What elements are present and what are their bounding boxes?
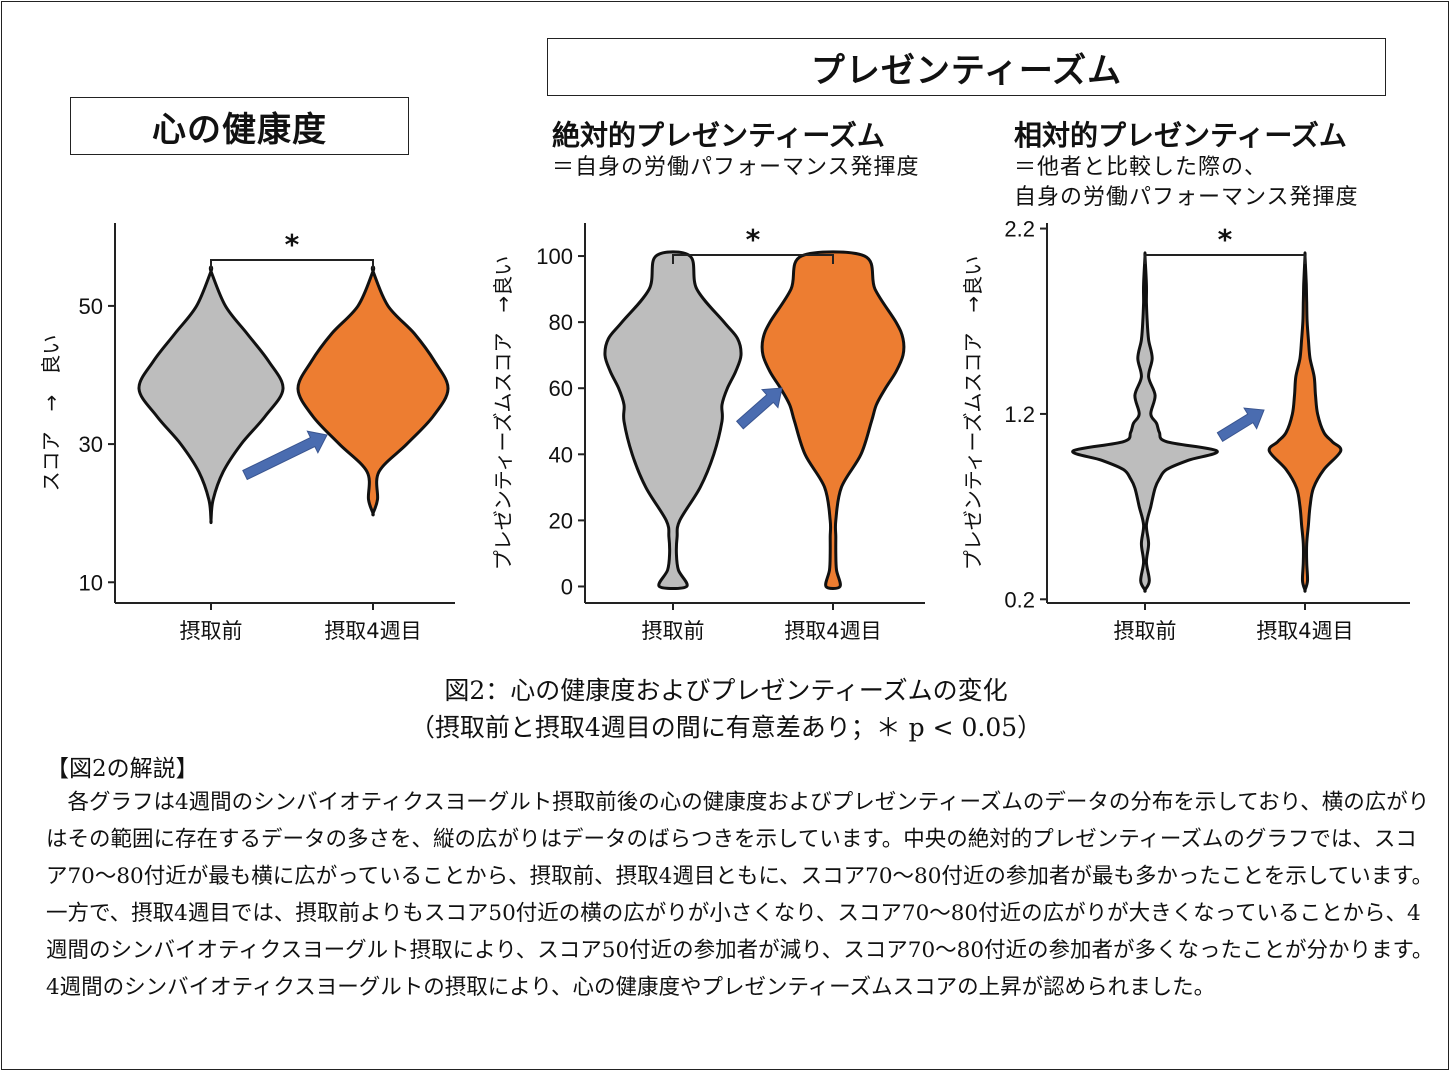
significance-bracket bbox=[210, 259, 374, 269]
violin-after bbox=[296, 265, 450, 517]
increase-arrow-icon bbox=[735, 387, 783, 430]
y-tick-label: 50 bbox=[79, 294, 103, 319]
y-tick-label: 100 bbox=[536, 244, 573, 269]
mental-health-header: 心の健康度 bbox=[70, 97, 409, 155]
y-tick-label: 1.2 bbox=[1004, 402, 1035, 427]
y-tick-label: 10 bbox=[79, 570, 103, 595]
figure-caption-title: 図2：心の健康度およびプレゼンティーズムの変化 bbox=[444, 676, 1008, 705]
explanation-body: 各グラフは4週間のシンバイオティクスヨーグルト摂取前後の心の健康度およびプレゼン… bbox=[46, 790, 1434, 1000]
absolute-presenteeism-title: 絶対的プレゼンティーズム bbox=[552, 119, 885, 152]
violin-before bbox=[137, 265, 285, 525]
arrow-shape bbox=[735, 387, 783, 430]
violin-after bbox=[1267, 251, 1343, 593]
y-tick-label: 2.2 bbox=[1004, 217, 1035, 242]
x-tick-label: 摂取4週目 bbox=[324, 619, 421, 643]
relative-presenteeism-description-2: 自身の労働パフォーマンス発揮度 bbox=[1014, 185, 1359, 210]
arrow-shape bbox=[242, 430, 328, 481]
y-tick-label: 0 bbox=[561, 574, 573, 599]
y-axis-label: スコア → 良い bbox=[39, 335, 63, 492]
significance-bracket bbox=[672, 254, 834, 264]
x-tick-label: 摂取前 bbox=[642, 619, 705, 643]
explanation-heading: 【図2の解説】 bbox=[46, 756, 199, 782]
y-tick-label: 20 bbox=[549, 508, 573, 533]
x-tick-label: 摂取前 bbox=[1114, 619, 1177, 643]
presenteeism-header: プレゼンティーズム bbox=[547, 38, 1386, 96]
figure-caption-significance: （摂取前と摂取4週目の間に有意差あり；＊ p < 0.05） bbox=[409, 713, 1043, 742]
significance-marker: * bbox=[746, 223, 761, 256]
significance-marker: * bbox=[285, 228, 300, 261]
increase-arrow-icon bbox=[242, 430, 328, 481]
x-tick-label: 摂取4週目 bbox=[784, 619, 881, 643]
relative-presenteeism-description-1: ＝他者と比較した際の、 bbox=[1014, 155, 1268, 180]
y-tick-label: 40 bbox=[549, 442, 573, 467]
y-tick-label: 80 bbox=[549, 310, 573, 335]
violin-before bbox=[603, 250, 743, 591]
arrow-shape bbox=[1216, 407, 1265, 442]
y-tick-label: 60 bbox=[549, 376, 573, 401]
relative-presenteeism-title: 相対的プレゼンティーズム bbox=[1014, 119, 1347, 152]
increase-arrow-icon bbox=[1216, 407, 1265, 442]
violin-after bbox=[760, 250, 906, 591]
x-tick-label: 摂取4週目 bbox=[1256, 619, 1353, 643]
y-axis-label: プレゼンティーズムスコア →良い bbox=[491, 256, 515, 571]
y-axis-label: プレゼンティーズムスコア →良い bbox=[961, 256, 985, 571]
violin-before bbox=[1071, 251, 1219, 593]
absolute-presenteeism-description: ＝自身の労働パフォーマンス発揮度 bbox=[552, 155, 920, 180]
y-tick-label: 0.2 bbox=[1004, 587, 1035, 612]
significance-bracket bbox=[1144, 254, 1306, 264]
y-tick-label: 30 bbox=[79, 432, 103, 457]
significance-marker: * bbox=[1218, 223, 1233, 256]
x-tick-label: 摂取前 bbox=[180, 619, 243, 643]
